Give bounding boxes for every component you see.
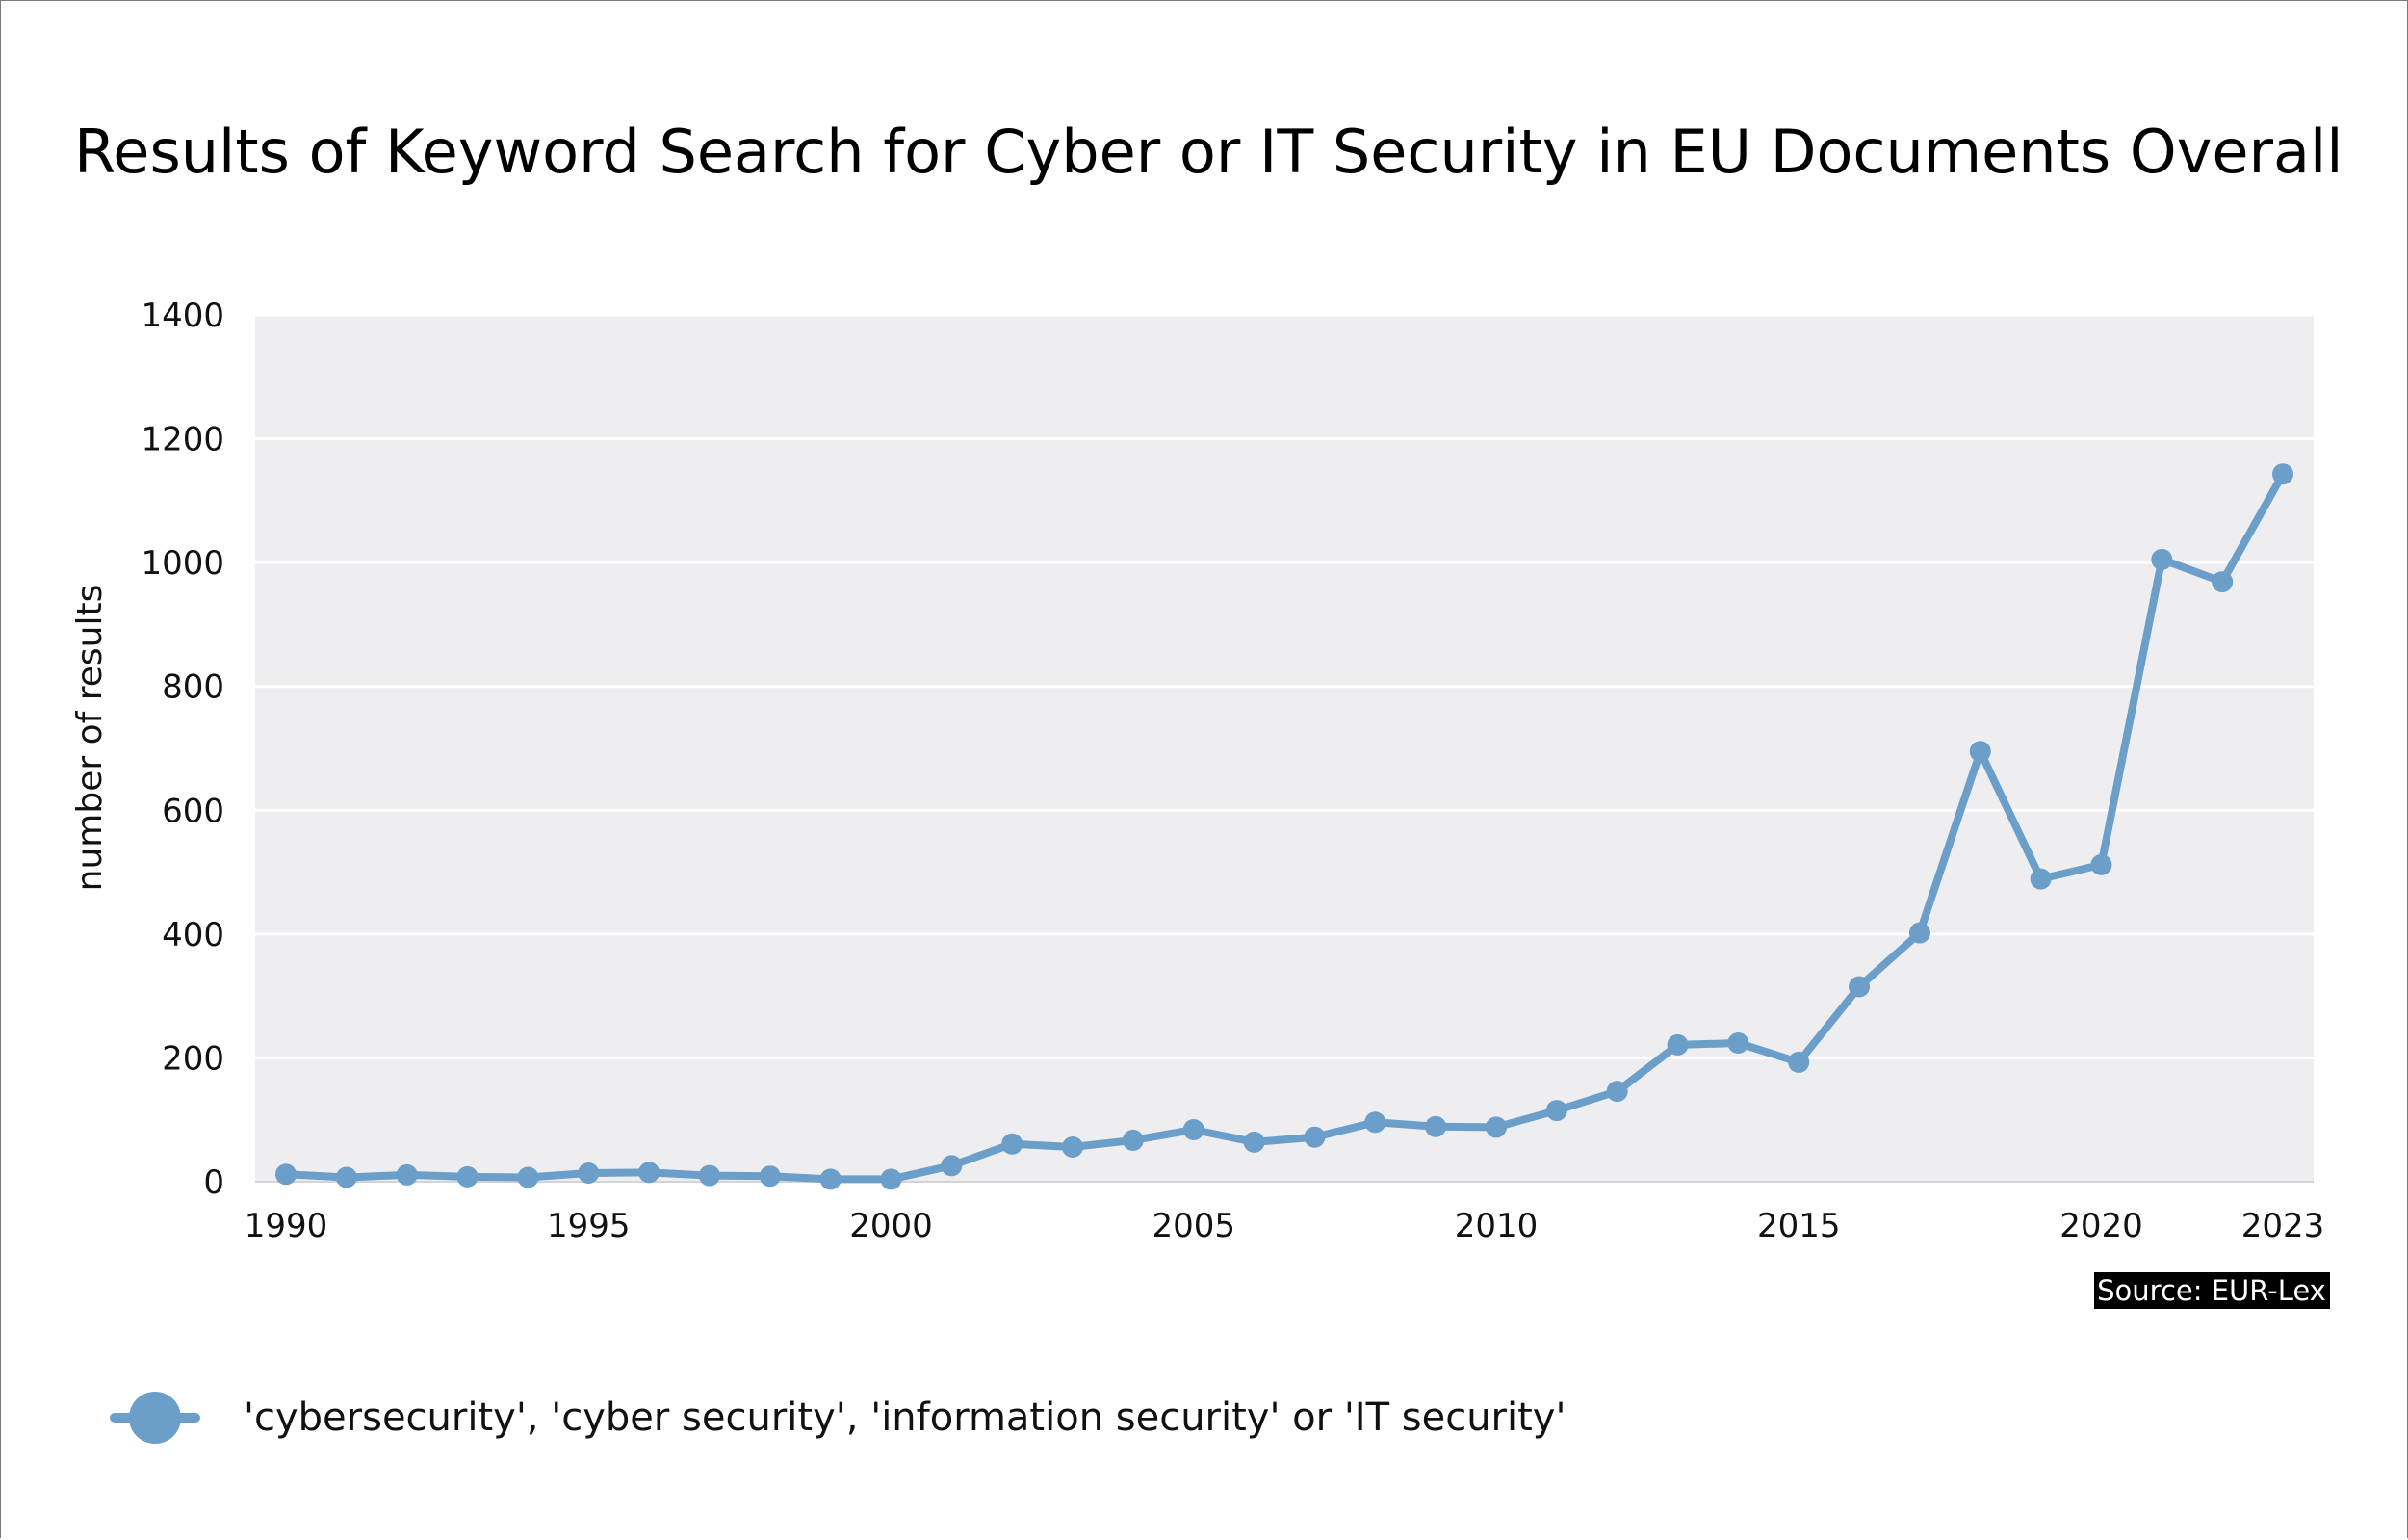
data-point-2019 [2030, 868, 2052, 890]
data-point-2010 [1485, 1116, 1507, 1138]
chart-title: Results of Keyword Search for Cyber or I… [74, 117, 2343, 187]
data-point-2018 [1969, 741, 1991, 763]
data-point-2003 [1062, 1136, 1084, 1158]
data-point-1998 [759, 1165, 781, 1188]
data-point-1999 [819, 1168, 842, 1190]
y-tick-label: 600 [162, 792, 224, 830]
data-point-2020 [2090, 853, 2112, 875]
y-axis-ticks: 0 200 400 800 600 1000 1200 1400 [141, 297, 224, 1202]
data-point-2016 [1849, 976, 1871, 998]
x-tick-label: 2020 [2059, 1207, 2143, 1245]
source-label: Source: EUR-Lex [2097, 1274, 2326, 1307]
y-tick-label: 800 [162, 668, 224, 707]
data-point-1991 [335, 1166, 357, 1188]
data-point-2017 [1908, 922, 1930, 944]
legend-label: 'cybersecurity', 'cyber security', 'info… [244, 1396, 1566, 1440]
x-tick-label: 2015 [1757, 1207, 1841, 1245]
series-line [282, 470, 2287, 1184]
data-point-2002 [1001, 1133, 1023, 1155]
data-point-2023 [2272, 463, 2293, 485]
source-badge [2094, 1272, 2330, 1309]
data-point-2000 [880, 1168, 902, 1190]
y-tick-label: 0 [203, 1163, 224, 1202]
data-point-2004 [1122, 1129, 1144, 1151]
data-point-2014 [1727, 1032, 1749, 1054]
data-point-1997 [698, 1164, 720, 1187]
y-tick-label: 200 [162, 1039, 224, 1078]
x-tick-label: 1990 [245, 1207, 328, 1245]
data-point-2011 [1545, 1100, 1567, 1122]
x-axis-ticks: 1990 1995 2000 2005 2010 2015 2020 2023 [245, 1207, 2325, 1245]
y-tick-label: 1000 [141, 544, 224, 583]
series-group [275, 463, 2293, 1190]
data-point-2015 [1788, 1051, 1810, 1073]
gridlines [255, 313, 2314, 1183]
y-axis-label: number of results [70, 585, 110, 892]
data-point-1990 [275, 1163, 297, 1186]
data-point-2006 [1243, 1131, 1265, 1153]
data-point-1992 [396, 1163, 418, 1186]
y-tick-label: 1200 [141, 421, 224, 459]
data-point-2021 [2151, 548, 2173, 570]
x-tick-label: 1995 [547, 1207, 631, 1245]
x-tick-label: 2010 [1455, 1207, 1539, 1245]
plot-area [255, 315, 2314, 1182]
x-tick-label: 2005 [1152, 1207, 1235, 1245]
legend-marker [129, 1392, 181, 1444]
data-point-1996 [638, 1162, 660, 1184]
data-point-2009 [1425, 1115, 1447, 1137]
data-point-2007 [1304, 1126, 1326, 1148]
y-tick-label: 1400 [141, 297, 224, 335]
data-point-1994 [517, 1166, 539, 1188]
data-point-2022 [2212, 571, 2234, 593]
x-tick-label: 2000 [849, 1207, 933, 1245]
x-tick-label: 2023 [2241, 1207, 2325, 1245]
data-point-1995 [578, 1162, 600, 1184]
data-point-2001 [941, 1155, 963, 1177]
y-tick-label: 400 [162, 916, 224, 954]
legend: 'cybersecurity', 'cyber security', 'info… [110, 1392, 1566, 1444]
data-point-2008 [1364, 1111, 1386, 1134]
data-point-2013 [1667, 1033, 1689, 1056]
data-point-2012 [1606, 1081, 1628, 1103]
data-point-1993 [456, 1165, 479, 1188]
data-point-2005 [1182, 1119, 1204, 1140]
